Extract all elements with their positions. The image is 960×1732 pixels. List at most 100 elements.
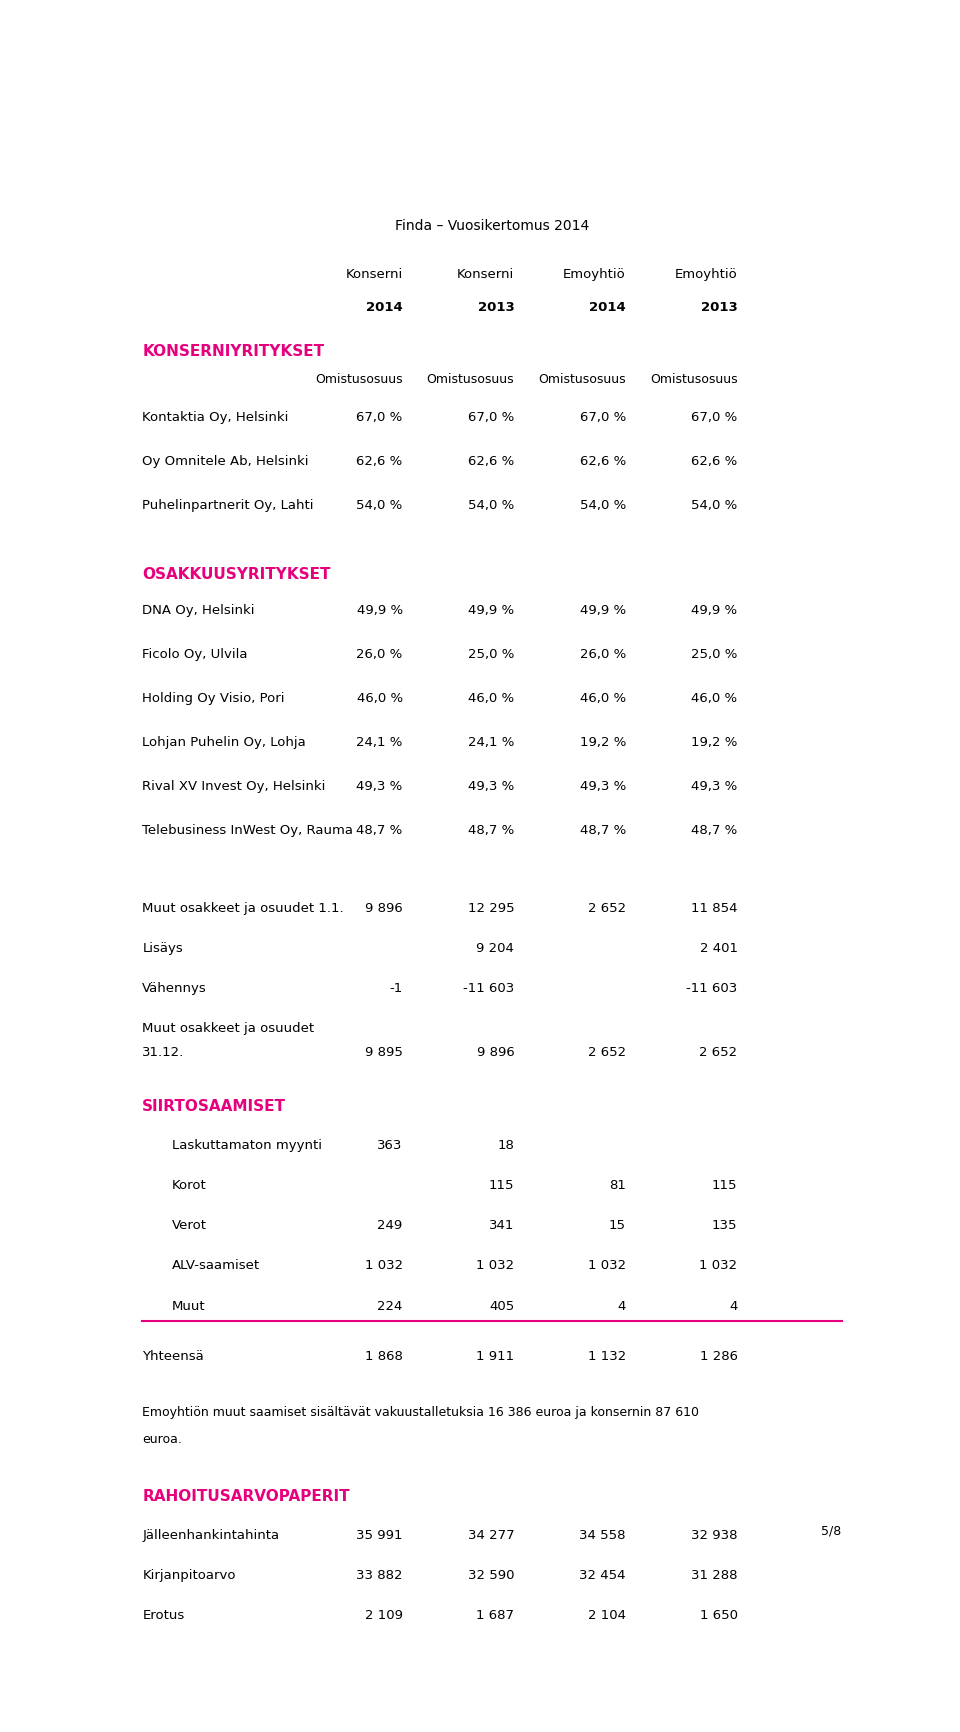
Text: Muut: Muut <box>172 1299 205 1311</box>
Text: 1 032: 1 032 <box>700 1259 737 1271</box>
Text: 2 401: 2 401 <box>700 942 737 954</box>
Text: 48,7 %: 48,7 % <box>580 824 626 837</box>
Text: Omistusosuus: Omistusosuus <box>539 372 626 386</box>
Text: 15: 15 <box>609 1219 626 1231</box>
Text: 341: 341 <box>489 1219 515 1231</box>
Text: Lohjan Puhelin Oy, Lohja: Lohjan Puhelin Oy, Lohja <box>142 736 306 748</box>
Text: 19,2 %: 19,2 % <box>691 736 737 748</box>
Text: Omistusosuus: Omistusosuus <box>650 372 737 386</box>
Text: Korot: Korot <box>172 1179 206 1192</box>
Text: 2013: 2013 <box>701 301 737 313</box>
Text: 31.12.: 31.12. <box>142 1046 184 1058</box>
Text: Yhteensä: Yhteensä <box>142 1349 204 1363</box>
Text: 26,0 %: 26,0 % <box>356 648 403 662</box>
Text: SIIRTOSAAMISET: SIIRTOSAAMISET <box>142 1098 286 1114</box>
Text: 49,3 %: 49,3 % <box>691 779 737 793</box>
Text: Emoyhtiö: Emoyhtiö <box>675 268 737 281</box>
Text: 363: 363 <box>377 1138 403 1152</box>
Text: 49,3 %: 49,3 % <box>580 779 626 793</box>
Text: 62,6 %: 62,6 % <box>580 454 626 468</box>
Text: 32 590: 32 590 <box>468 1567 515 1581</box>
Text: 49,9 %: 49,9 % <box>691 604 737 617</box>
Text: KONSERNIYRITYKSET: KONSERNIYRITYKSET <box>142 345 324 359</box>
Text: Puhelinpartnerit Oy, Lahti: Puhelinpartnerit Oy, Lahti <box>142 499 314 511</box>
Text: 1 286: 1 286 <box>700 1349 737 1363</box>
Text: 2 652: 2 652 <box>588 1046 626 1058</box>
Text: 12 295: 12 295 <box>468 901 515 914</box>
Text: Verot: Verot <box>172 1219 207 1231</box>
Text: 9 896: 9 896 <box>476 1046 515 1058</box>
Text: 1 032: 1 032 <box>476 1259 515 1271</box>
Text: 135: 135 <box>712 1219 737 1231</box>
Text: 2014: 2014 <box>589 301 626 313</box>
Text: 34 558: 34 558 <box>580 1528 626 1541</box>
Text: 32 938: 32 938 <box>691 1528 737 1541</box>
Text: 18: 18 <box>497 1138 515 1152</box>
Text: 49,9 %: 49,9 % <box>468 604 515 617</box>
Text: 54,0 %: 54,0 % <box>356 499 403 511</box>
Text: 9 895: 9 895 <box>365 1046 403 1058</box>
Text: 1 687: 1 687 <box>476 1609 515 1621</box>
Text: 46,0 %: 46,0 % <box>691 693 737 705</box>
Text: 33 882: 33 882 <box>356 1567 403 1581</box>
Text: 62,6 %: 62,6 % <box>691 454 737 468</box>
Text: Laskuttamaton myynti: Laskuttamaton myynti <box>172 1138 323 1152</box>
Text: 26,0 %: 26,0 % <box>580 648 626 662</box>
Text: Kontaktia Oy, Helsinki: Kontaktia Oy, Helsinki <box>142 410 289 424</box>
Text: 5/8: 5/8 <box>822 1522 842 1536</box>
Text: 24,1 %: 24,1 % <box>468 736 515 748</box>
Text: 9 204: 9 204 <box>476 942 515 954</box>
Text: Emoyhtiön muut saamiset sisältävät vakuustalletuksia 16 386 euroa ja konsernin 8: Emoyhtiön muut saamiset sisältävät vakuu… <box>142 1405 699 1419</box>
Text: Emoyhtiö: Emoyhtiö <box>564 268 626 281</box>
Text: DNA Oy, Helsinki: DNA Oy, Helsinki <box>142 604 254 617</box>
Text: 4: 4 <box>730 1299 737 1311</box>
Text: 249: 249 <box>377 1219 403 1231</box>
Text: 67,0 %: 67,0 % <box>580 410 626 424</box>
Text: 1 650: 1 650 <box>700 1609 737 1621</box>
Text: Finda – Vuosikertomus 2014: Finda – Vuosikertomus 2014 <box>395 218 589 232</box>
Text: Konserni: Konserni <box>346 268 403 281</box>
Text: Lisäys: Lisäys <box>142 942 183 954</box>
Text: 31 288: 31 288 <box>691 1567 737 1581</box>
Text: 224: 224 <box>377 1299 403 1311</box>
Text: 1 868: 1 868 <box>365 1349 403 1363</box>
Text: 54,0 %: 54,0 % <box>580 499 626 511</box>
Text: 48,7 %: 48,7 % <box>356 824 403 837</box>
Text: 67,0 %: 67,0 % <box>691 410 737 424</box>
Text: 48,7 %: 48,7 % <box>691 824 737 837</box>
Text: 67,0 %: 67,0 % <box>356 410 403 424</box>
Text: Jälleenhankintahinta: Jälleenhankintahinta <box>142 1528 279 1541</box>
Text: 1 032: 1 032 <box>365 1259 403 1271</box>
Text: -11 603: -11 603 <box>463 982 515 994</box>
Text: Omistusosuus: Omistusosuus <box>315 372 403 386</box>
Text: 46,0 %: 46,0 % <box>580 693 626 705</box>
Text: 54,0 %: 54,0 % <box>468 499 515 511</box>
Text: Vähennys: Vähennys <box>142 982 207 994</box>
Text: 115: 115 <box>489 1179 515 1192</box>
Text: Rival XV Invest Oy, Helsinki: Rival XV Invest Oy, Helsinki <box>142 779 325 793</box>
Text: 35 991: 35 991 <box>356 1528 403 1541</box>
Text: 46,0 %: 46,0 % <box>356 693 403 705</box>
Text: 49,3 %: 49,3 % <box>356 779 403 793</box>
Text: 1 032: 1 032 <box>588 1259 626 1271</box>
Text: OSAKKUUSYRITYKSET: OSAKKUUSYRITYKSET <box>142 566 331 582</box>
Text: 25,0 %: 25,0 % <box>468 648 515 662</box>
Text: 32 454: 32 454 <box>580 1567 626 1581</box>
Text: 46,0 %: 46,0 % <box>468 693 515 705</box>
Text: 19,2 %: 19,2 % <box>580 736 626 748</box>
Text: 1 132: 1 132 <box>588 1349 626 1363</box>
Text: euroa.: euroa. <box>142 1432 182 1444</box>
Text: 49,3 %: 49,3 % <box>468 779 515 793</box>
Text: RAHOITUSARVOPAPERIT: RAHOITUSARVOPAPERIT <box>142 1488 350 1503</box>
Text: Telebusiness InWest Oy, Rauma: Telebusiness InWest Oy, Rauma <box>142 824 353 837</box>
Text: 34 277: 34 277 <box>468 1528 515 1541</box>
Text: 2 104: 2 104 <box>588 1609 626 1621</box>
Text: 48,7 %: 48,7 % <box>468 824 515 837</box>
Text: Holding Oy Visio, Pori: Holding Oy Visio, Pori <box>142 693 285 705</box>
Text: 405: 405 <box>489 1299 515 1311</box>
Text: 81: 81 <box>609 1179 626 1192</box>
Text: Erotus: Erotus <box>142 1609 184 1621</box>
Text: Muut osakkeet ja osuudet: Muut osakkeet ja osuudet <box>142 1022 315 1034</box>
Text: 62,6 %: 62,6 % <box>468 454 515 468</box>
Text: 62,6 %: 62,6 % <box>356 454 403 468</box>
